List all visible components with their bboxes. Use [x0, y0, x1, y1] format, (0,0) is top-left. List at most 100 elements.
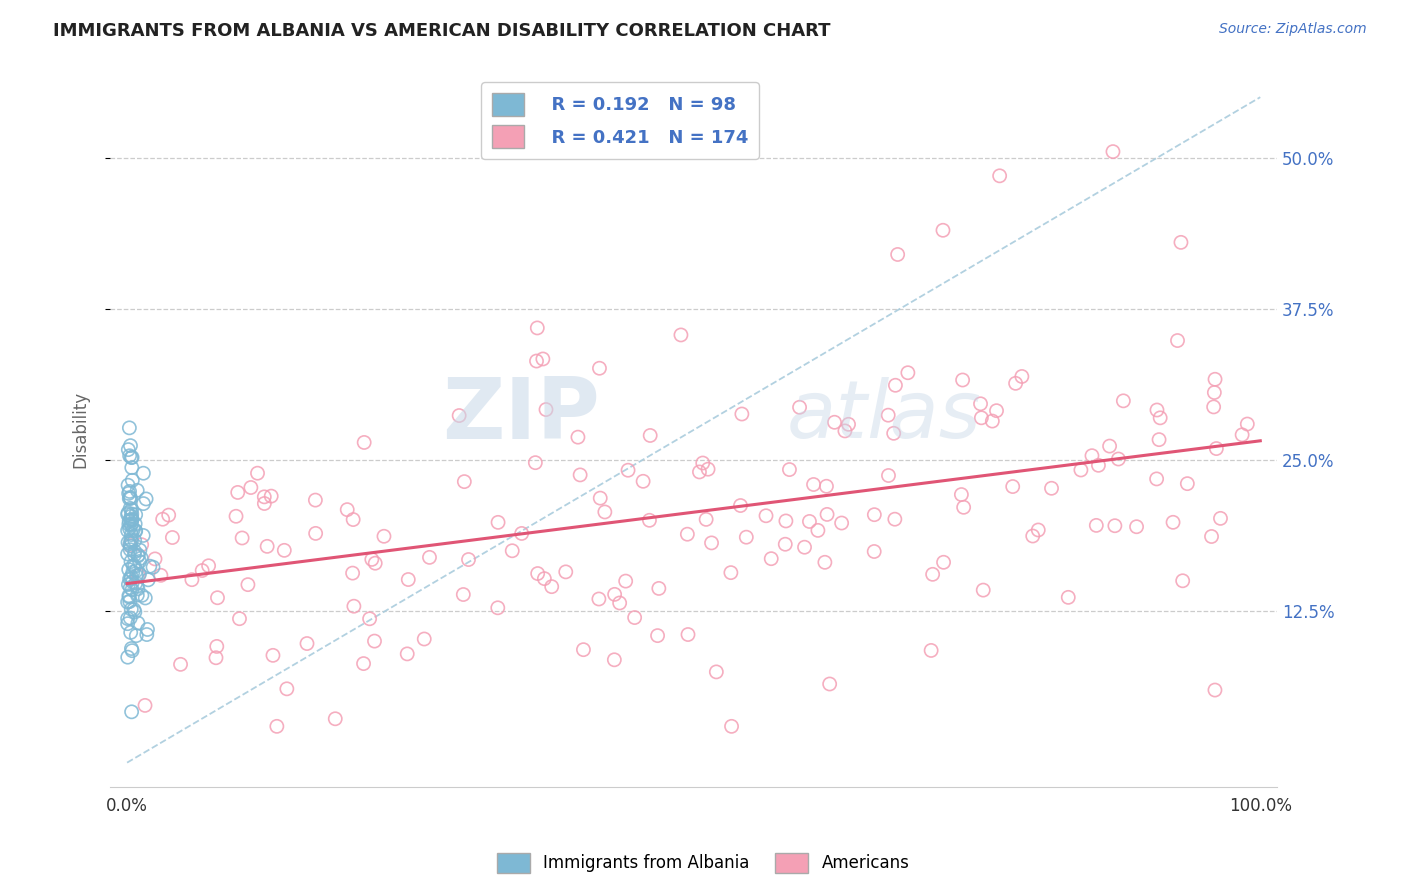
Point: [453, 588, 475, 602]
Point: [603, 587, 626, 601]
Point: [124, 524, 146, 538]
Point: [353, 435, 375, 450]
Point: [117, 508, 139, 522]
Point: [121, 450, 143, 465]
Point: [125, 629, 148, 643]
Point: [191, 564, 214, 578]
Point: [501, 543, 523, 558]
Point: [225, 509, 247, 524]
Point: [1161, 516, 1184, 530]
Point: [122, 558, 145, 573]
Point: [617, 463, 640, 477]
Point: [609, 596, 631, 610]
Point: [1057, 591, 1080, 605]
Text: IMMIGRANTS FROM ALBANIA VS AMERICAN DISABILITY CORRELATION CHART: IMMIGRANTS FROM ALBANIA VS AMERICAN DISA…: [53, 22, 831, 40]
Point: [134, 591, 156, 605]
Point: [952, 500, 974, 515]
Point: [162, 531, 184, 545]
Point: [149, 568, 172, 582]
Point: [396, 573, 419, 587]
Point: [142, 560, 165, 574]
Point: [360, 552, 382, 566]
Point: [120, 555, 142, 569]
Point: [1201, 529, 1223, 543]
Point: [197, 558, 219, 573]
Point: [256, 540, 278, 554]
Point: [120, 569, 142, 583]
Point: [735, 530, 758, 544]
Point: [132, 528, 155, 542]
Point: [205, 640, 228, 654]
Point: [531, 351, 554, 366]
Point: [533, 572, 555, 586]
Point: [139, 559, 162, 574]
Point: [131, 538, 153, 552]
Point: [131, 588, 153, 602]
Point: [676, 627, 699, 641]
Point: [124, 605, 146, 619]
Point: [589, 491, 612, 505]
Point: [239, 481, 262, 495]
Point: [720, 566, 742, 580]
Point: [117, 650, 139, 665]
Point: [124, 508, 146, 522]
Point: [799, 515, 821, 529]
Point: [132, 497, 155, 511]
Point: [970, 410, 993, 425]
Point: [128, 567, 150, 582]
Point: [124, 516, 146, 531]
Point: [231, 531, 253, 545]
Point: [688, 465, 710, 479]
Point: [342, 512, 364, 526]
Point: [950, 487, 973, 501]
Point: [136, 623, 159, 637]
Point: [815, 479, 838, 493]
Y-axis label: Disability: Disability: [72, 392, 89, 468]
Point: [205, 650, 228, 665]
Point: [1112, 393, 1135, 408]
Point: [336, 502, 359, 516]
Point: [453, 475, 475, 489]
Point: [1146, 403, 1168, 417]
Point: [755, 508, 778, 523]
Point: [761, 551, 783, 566]
Point: [1171, 574, 1194, 588]
Point: [121, 507, 143, 521]
Legend:   R = 0.192   N = 98,   R = 0.421   N = 174: R = 0.192 N = 98, R = 0.421 N = 174: [481, 82, 759, 159]
Point: [124, 548, 146, 562]
Point: [1104, 518, 1126, 533]
Point: [883, 426, 905, 441]
Point: [125, 579, 148, 593]
Point: [120, 450, 142, 465]
Point: [120, 518, 142, 533]
Point: [120, 517, 142, 532]
Point: [120, 602, 142, 616]
Point: [118, 562, 141, 576]
Point: [124, 533, 146, 548]
Point: [118, 484, 141, 499]
Point: [524, 456, 547, 470]
Point: [117, 612, 139, 626]
Point: [125, 569, 148, 583]
Point: [120, 625, 142, 640]
Point: [731, 407, 754, 421]
Point: [413, 632, 436, 646]
Point: [1026, 523, 1049, 537]
Point: [526, 321, 548, 335]
Point: [1022, 529, 1045, 543]
Point: [135, 627, 157, 641]
Point: [125, 564, 148, 578]
Point: [117, 577, 139, 591]
Point: [122, 523, 145, 537]
Point: [1166, 334, 1188, 348]
Point: [932, 223, 955, 237]
Point: [276, 681, 298, 696]
Point: [117, 547, 139, 561]
Legend: Immigrants from Albania, Americans: Immigrants from Albania, Americans: [491, 847, 915, 880]
Point: [638, 513, 661, 527]
Point: [1070, 463, 1092, 477]
Point: [125, 576, 148, 591]
Point: [118, 589, 141, 603]
Point: [1001, 479, 1024, 493]
Point: [449, 409, 471, 423]
